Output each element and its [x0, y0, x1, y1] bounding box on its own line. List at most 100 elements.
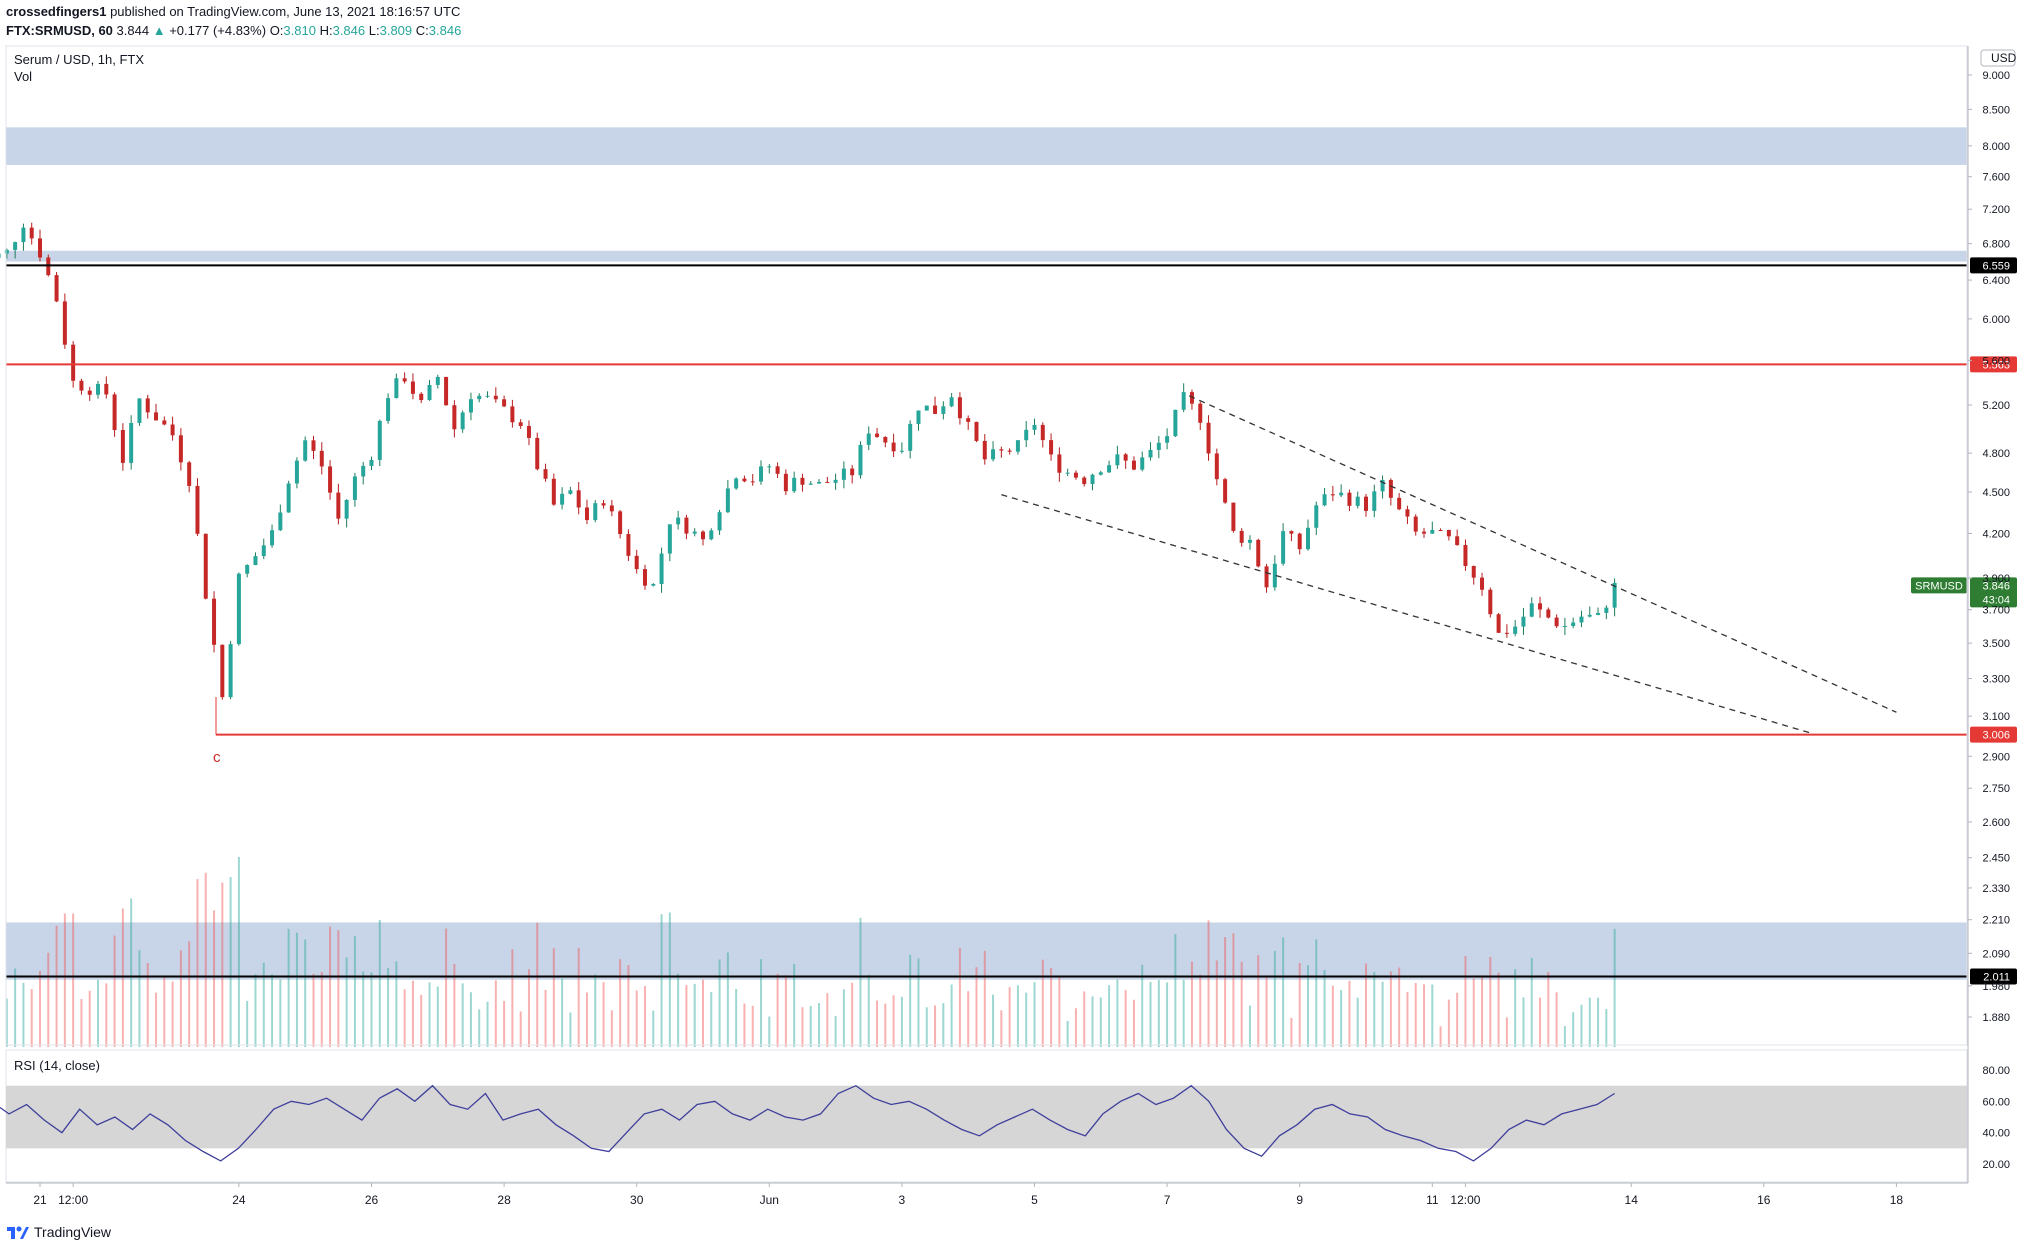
candle-body: [1355, 496, 1360, 506]
price-tick-label: 8.000: [1982, 141, 2010, 153]
candle-body: [71, 344, 76, 381]
volume-bar: [329, 926, 332, 1047]
candle-body: [808, 483, 813, 485]
rsi-band: [6, 1085, 1967, 1149]
candle-body: [1571, 622, 1576, 626]
candle-body: [1082, 477, 1087, 485]
volume-bar: [760, 959, 763, 1047]
candle-body: [535, 437, 540, 470]
volume-bar: [1597, 997, 1600, 1047]
volume-bar: [610, 1010, 613, 1047]
volume-bar: [1514, 969, 1517, 1047]
candle-body: [203, 533, 208, 599]
candle-body: [236, 573, 241, 645]
candle-body: [800, 477, 805, 485]
candle-body: [899, 450, 904, 452]
volume-bar: [1290, 1017, 1293, 1047]
volume-bar: [30, 989, 33, 1047]
volume-bar: [934, 1005, 937, 1047]
volume-bar: [1240, 961, 1243, 1047]
candle-body: [1405, 509, 1410, 517]
candle-body: [112, 394, 117, 431]
volume-bar: [1182, 979, 1185, 1047]
candle-body: [1198, 403, 1203, 423]
price-tick-label: 5.600: [1982, 355, 2010, 367]
candle-body: [286, 483, 291, 513]
candle-body: [1131, 460, 1136, 470]
volume-bar: [710, 991, 713, 1047]
volume-bar: [527, 969, 530, 1047]
volume-bar: [387, 967, 390, 1047]
price-tick-label: 6.000: [1982, 314, 2010, 326]
candle-body: [957, 397, 962, 419]
candle-body: [54, 275, 59, 302]
candle-body: [1364, 496, 1368, 511]
candle-body: [593, 503, 598, 521]
volume-bar: [950, 984, 953, 1047]
candle-body: [1471, 565, 1476, 578]
volume-bar: [63, 913, 66, 1047]
volume-bar: [97, 979, 100, 1047]
volume-bar: [1547, 972, 1550, 1047]
close-value: 3.846: [428, 23, 462, 38]
time-tick-label: 5: [1031, 1193, 1038, 1207]
volume-bar: [668, 912, 671, 1047]
candle-body: [725, 488, 730, 513]
author-name[interactable]: crossedfingers1: [6, 4, 107, 19]
volume-bar: [395, 961, 398, 1047]
volume-bar: [287, 928, 290, 1047]
volume-bar: [983, 950, 986, 1047]
volume-bar: [337, 930, 340, 1047]
rsi-line: [0, 1084, 1615, 1162]
candle-body: [195, 485, 200, 534]
candle-body: [759, 466, 764, 482]
low-value: 3.809: [379, 23, 413, 38]
last-price-tag: [1970, 577, 2017, 608]
volume-bar: [1423, 984, 1426, 1047]
volume-bar: [320, 971, 323, 1047]
candle-body: [1422, 531, 1427, 534]
candle-body: [551, 478, 556, 505]
candle-body: [4, 249, 9, 254]
footer-brand[interactable]: TradingView: [6, 1223, 111, 1241]
last-price: 3.844: [116, 23, 150, 38]
candle-body: [1165, 436, 1170, 443]
candle-body: [518, 422, 523, 426]
candle-body: [261, 545, 266, 557]
price-tick-label: 3.900: [1982, 573, 2010, 585]
volume-bar: [179, 950, 182, 1047]
volume-bar: [743, 1003, 746, 1047]
published-text: published on TradingView.com, June 13, 2…: [110, 4, 461, 19]
candle-body: [120, 430, 125, 463]
candle-body: [1289, 531, 1294, 534]
candle-body: [626, 534, 631, 556]
candle-body: [560, 493, 565, 505]
symbol-interval: FTX:SRMUSD, 60: [6, 23, 113, 38]
volume-bar: [171, 981, 174, 1047]
candle-body: [1455, 536, 1460, 546]
candle-body: [866, 433, 871, 445]
level-price-label: 3.006: [1982, 730, 2010, 742]
symbol-tag-label: SRMUSD: [1915, 580, 1963, 592]
volume-bar: [619, 959, 622, 1047]
candle-body: [87, 390, 92, 395]
candle-body: [1587, 614, 1592, 617]
volume-bar: [1083, 991, 1086, 1047]
volume-bar: [1431, 984, 1434, 1047]
candle-body: [502, 399, 507, 407]
candle-body: [394, 378, 399, 399]
candle-body: [278, 512, 283, 531]
price-tick-label: 3.500: [1982, 638, 2010, 650]
candle-body: [460, 412, 465, 430]
volume-bar: [594, 974, 597, 1047]
candle-body: [1156, 442, 1161, 450]
candle-body: [46, 257, 51, 276]
volume-bar: [544, 989, 547, 1047]
level-price-label: 5.563: [1982, 359, 2010, 371]
volume-bar: [975, 967, 978, 1047]
volume-bar: [246, 1000, 249, 1047]
currency-label[interactable]: USD: [1991, 51, 2017, 65]
volume-bar: [1389, 971, 1392, 1047]
candle-body: [817, 481, 822, 484]
